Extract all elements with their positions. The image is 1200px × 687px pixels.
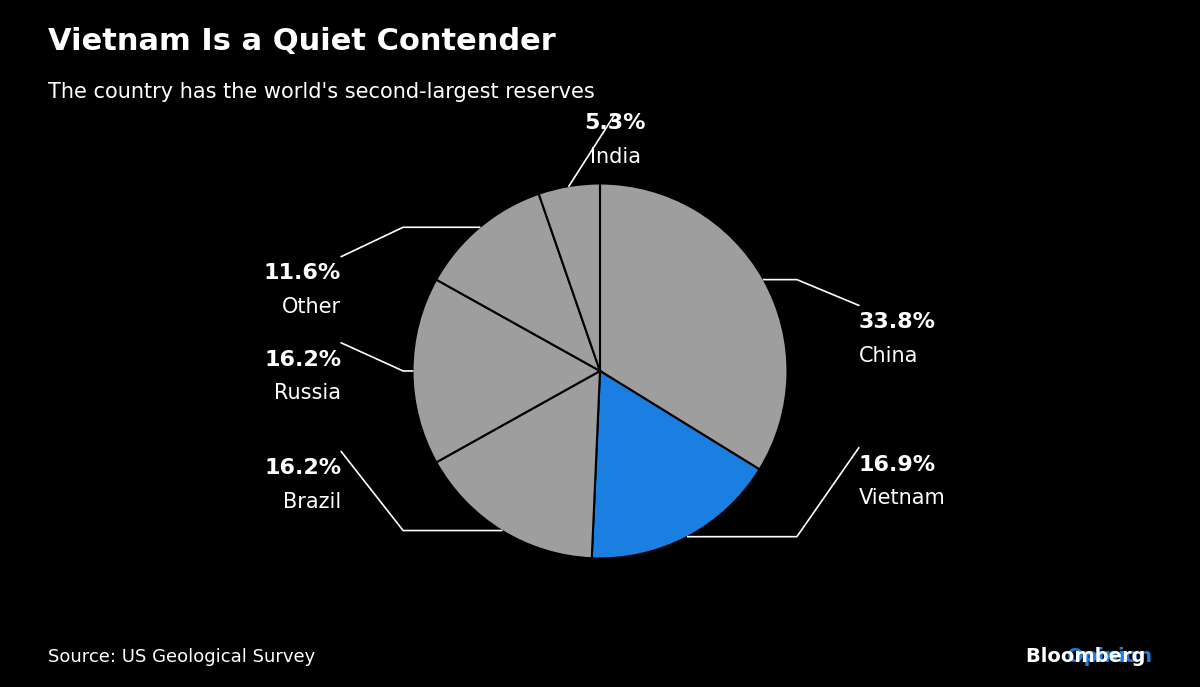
Text: Opinion: Opinion [1067,647,1152,666]
Text: China: China [859,346,918,366]
Text: Vietnam Is a Quiet Contender: Vietnam Is a Quiet Contender [48,27,556,56]
Wedge shape [539,183,600,371]
Wedge shape [592,371,760,559]
Text: Brazil: Brazil [283,492,341,513]
Wedge shape [600,183,787,469]
Text: Russia: Russia [275,383,341,403]
Wedge shape [437,194,600,371]
Text: 5.3%: 5.3% [584,113,646,133]
Text: Other: Other [282,297,341,317]
Text: 33.8%: 33.8% [859,312,936,333]
Text: 16.2%: 16.2% [264,458,341,478]
Text: 11.6%: 11.6% [264,264,341,284]
Text: Vietnam: Vietnam [859,488,946,508]
Text: The country has the world's second-largest reserves: The country has the world's second-large… [48,82,595,102]
Text: 16.9%: 16.9% [859,455,936,475]
Text: 16.2%: 16.2% [264,350,341,370]
Text: India: India [589,147,641,167]
Wedge shape [413,280,600,462]
Wedge shape [437,371,600,559]
Text: Source: US Geological Survey: Source: US Geological Survey [48,649,316,666]
Text: Bloomberg: Bloomberg [1026,647,1152,666]
